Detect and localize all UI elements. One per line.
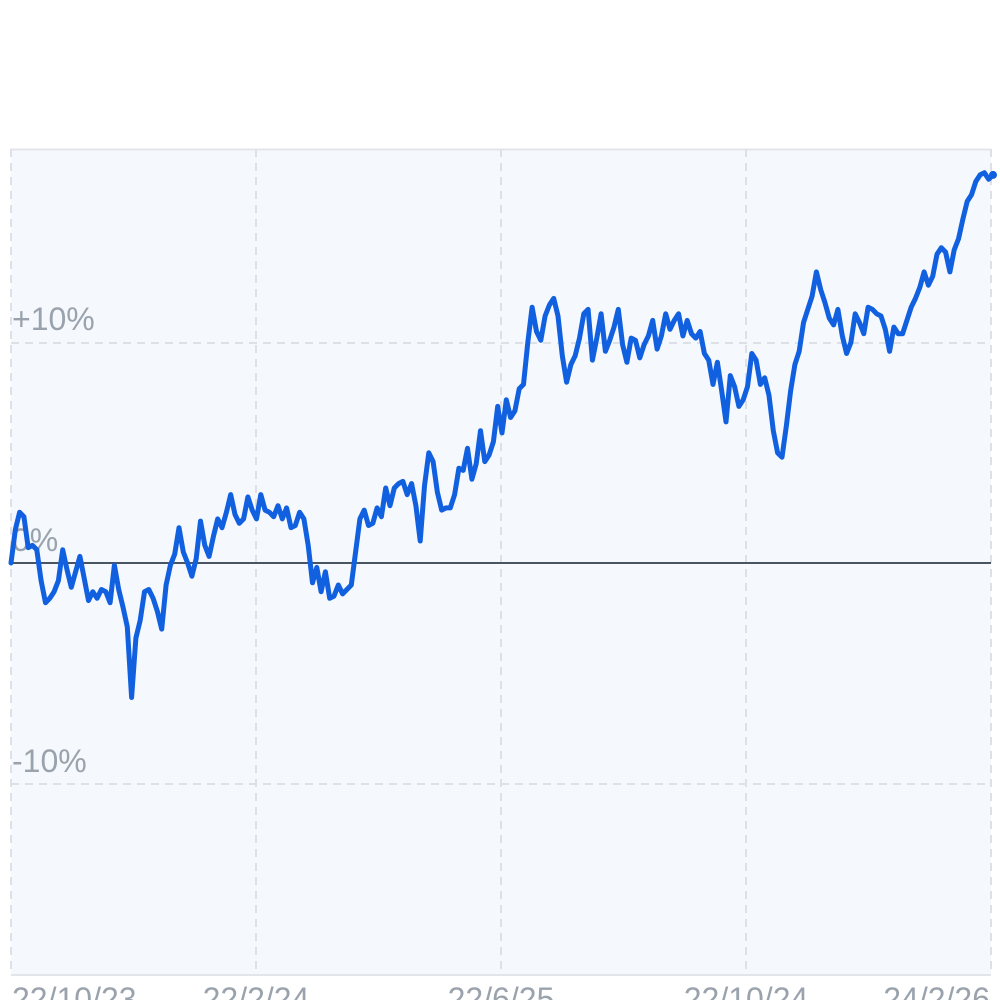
x-tick-label: 22/10/24 bbox=[684, 981, 809, 1000]
y-tick-labels: +10% 0% -10% bbox=[12, 301, 95, 779]
x-tick-labels: 22/10/23 22/2/24 22/6/25 22/10/24 24/2/2… bbox=[12, 981, 990, 1000]
y-tick-label: -10% bbox=[12, 743, 87, 779]
x-tick-label: 24/2/26 bbox=[883, 981, 990, 1000]
y-tick-label: +10% bbox=[12, 301, 95, 337]
x-tick-label: 22/2/24 bbox=[203, 981, 310, 1000]
series-line bbox=[8, 170, 996, 700]
series-end-point bbox=[989, 170, 997, 179]
x-tick-label: 22/10/23 bbox=[12, 981, 137, 1000]
x-tick-label: 22/6/25 bbox=[448, 981, 555, 1000]
